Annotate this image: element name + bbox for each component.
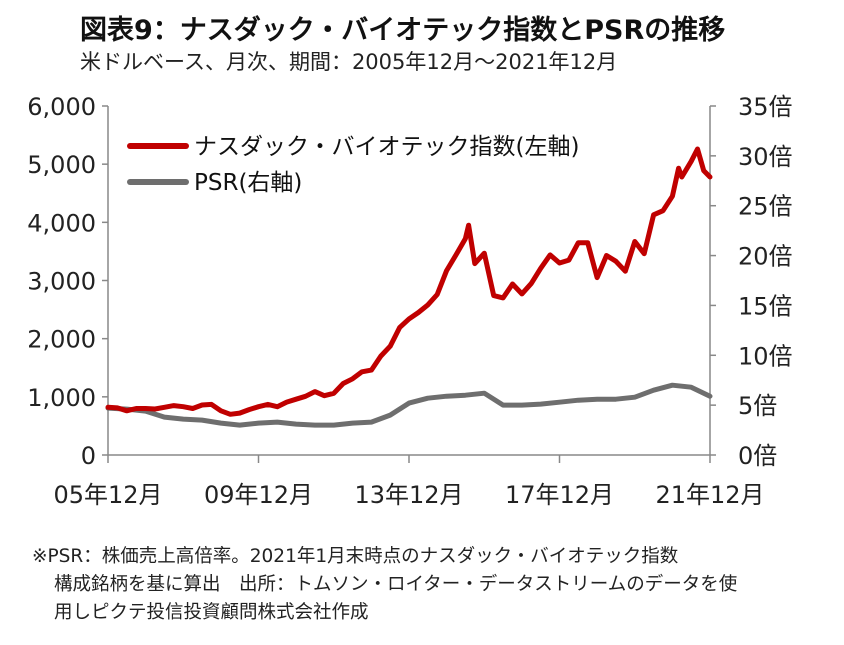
chart-notes: ※PSR：株価売上高倍率。2021年1月末時点のナスダック・バイオテック指数 構… bbox=[32, 543, 737, 627]
right-tick-label: 35倍 bbox=[738, 93, 793, 121]
left-tick-label: 0 bbox=[81, 442, 96, 470]
left-axis-ticks: 0 1,000 2,000 3,000 4,000 5,000 6,000 bbox=[27, 93, 108, 470]
x-tick-label: 09年12月 bbox=[204, 481, 313, 509]
left-tick-label: 4,000 bbox=[27, 209, 96, 237]
chart-title: 図表9：ナスダック・バイオテック指数とPSRの推移 bbox=[80, 15, 726, 46]
left-tick-label: 5,000 bbox=[27, 151, 96, 179]
note-line-1: ※PSR：株価売上高倍率。2021年1月末時点のナスダック・バイオテック指数 bbox=[32, 546, 679, 567]
note-line-2: 構成銘柄を基に算出 出所：トムソン・ロイター・データストリームのデータを使 bbox=[54, 574, 738, 595]
chart-legend: ナスダック・バイオテック指数(左軸) PSR(右軸) bbox=[127, 134, 580, 196]
x-tick-label: 17年12月 bbox=[505, 481, 614, 509]
right-tick-label: 10倍 bbox=[738, 342, 793, 370]
left-tick-label: 3,000 bbox=[27, 268, 96, 296]
x-tick-label: 13年12月 bbox=[354, 481, 463, 509]
right-tick-label: 30倍 bbox=[738, 143, 793, 171]
left-tick-label: 1,000 bbox=[27, 384, 96, 412]
left-tick-label: 2,000 bbox=[27, 326, 96, 354]
chart-subtitle: 米ドルベース、月次、期間：2005年12月～2021年12月 bbox=[80, 50, 618, 74]
left-tick-label: 6,000 bbox=[27, 93, 96, 121]
right-axis-ticks: 0倍 5倍 10倍 15倍 20倍 25倍 30倍 35倍 bbox=[710, 93, 793, 470]
chart-series bbox=[105, 146, 713, 428]
x-tick-label: 21年12月 bbox=[655, 481, 764, 509]
right-tick-label: 0倍 bbox=[738, 442, 777, 470]
right-tick-label: 5倍 bbox=[738, 392, 777, 420]
index-series-line bbox=[105, 146, 713, 417]
right-tick-label: 25倍 bbox=[738, 193, 793, 221]
right-tick-label: 15倍 bbox=[738, 292, 793, 320]
legend-index-label: ナスダック・バイオテック指数(左軸) bbox=[194, 134, 580, 160]
x-tick-label: 05年12月 bbox=[53, 481, 162, 509]
psr-series-line bbox=[105, 382, 713, 428]
note-line-3: 用しピクテ投信投資顧問株式会社作成 bbox=[54, 602, 369, 623]
x-axis-ticks: 05年12月 09年12月 13年12月 17年12月 21年12月 bbox=[53, 455, 765, 509]
legend-psr-label: PSR(右軸) bbox=[194, 170, 302, 196]
right-tick-label: 20倍 bbox=[738, 243, 793, 271]
line-chart: 0 1,000 2,000 3,000 4,000 5,000 6,000 0倍 5倍 10倍 1… bbox=[27, 93, 793, 509]
